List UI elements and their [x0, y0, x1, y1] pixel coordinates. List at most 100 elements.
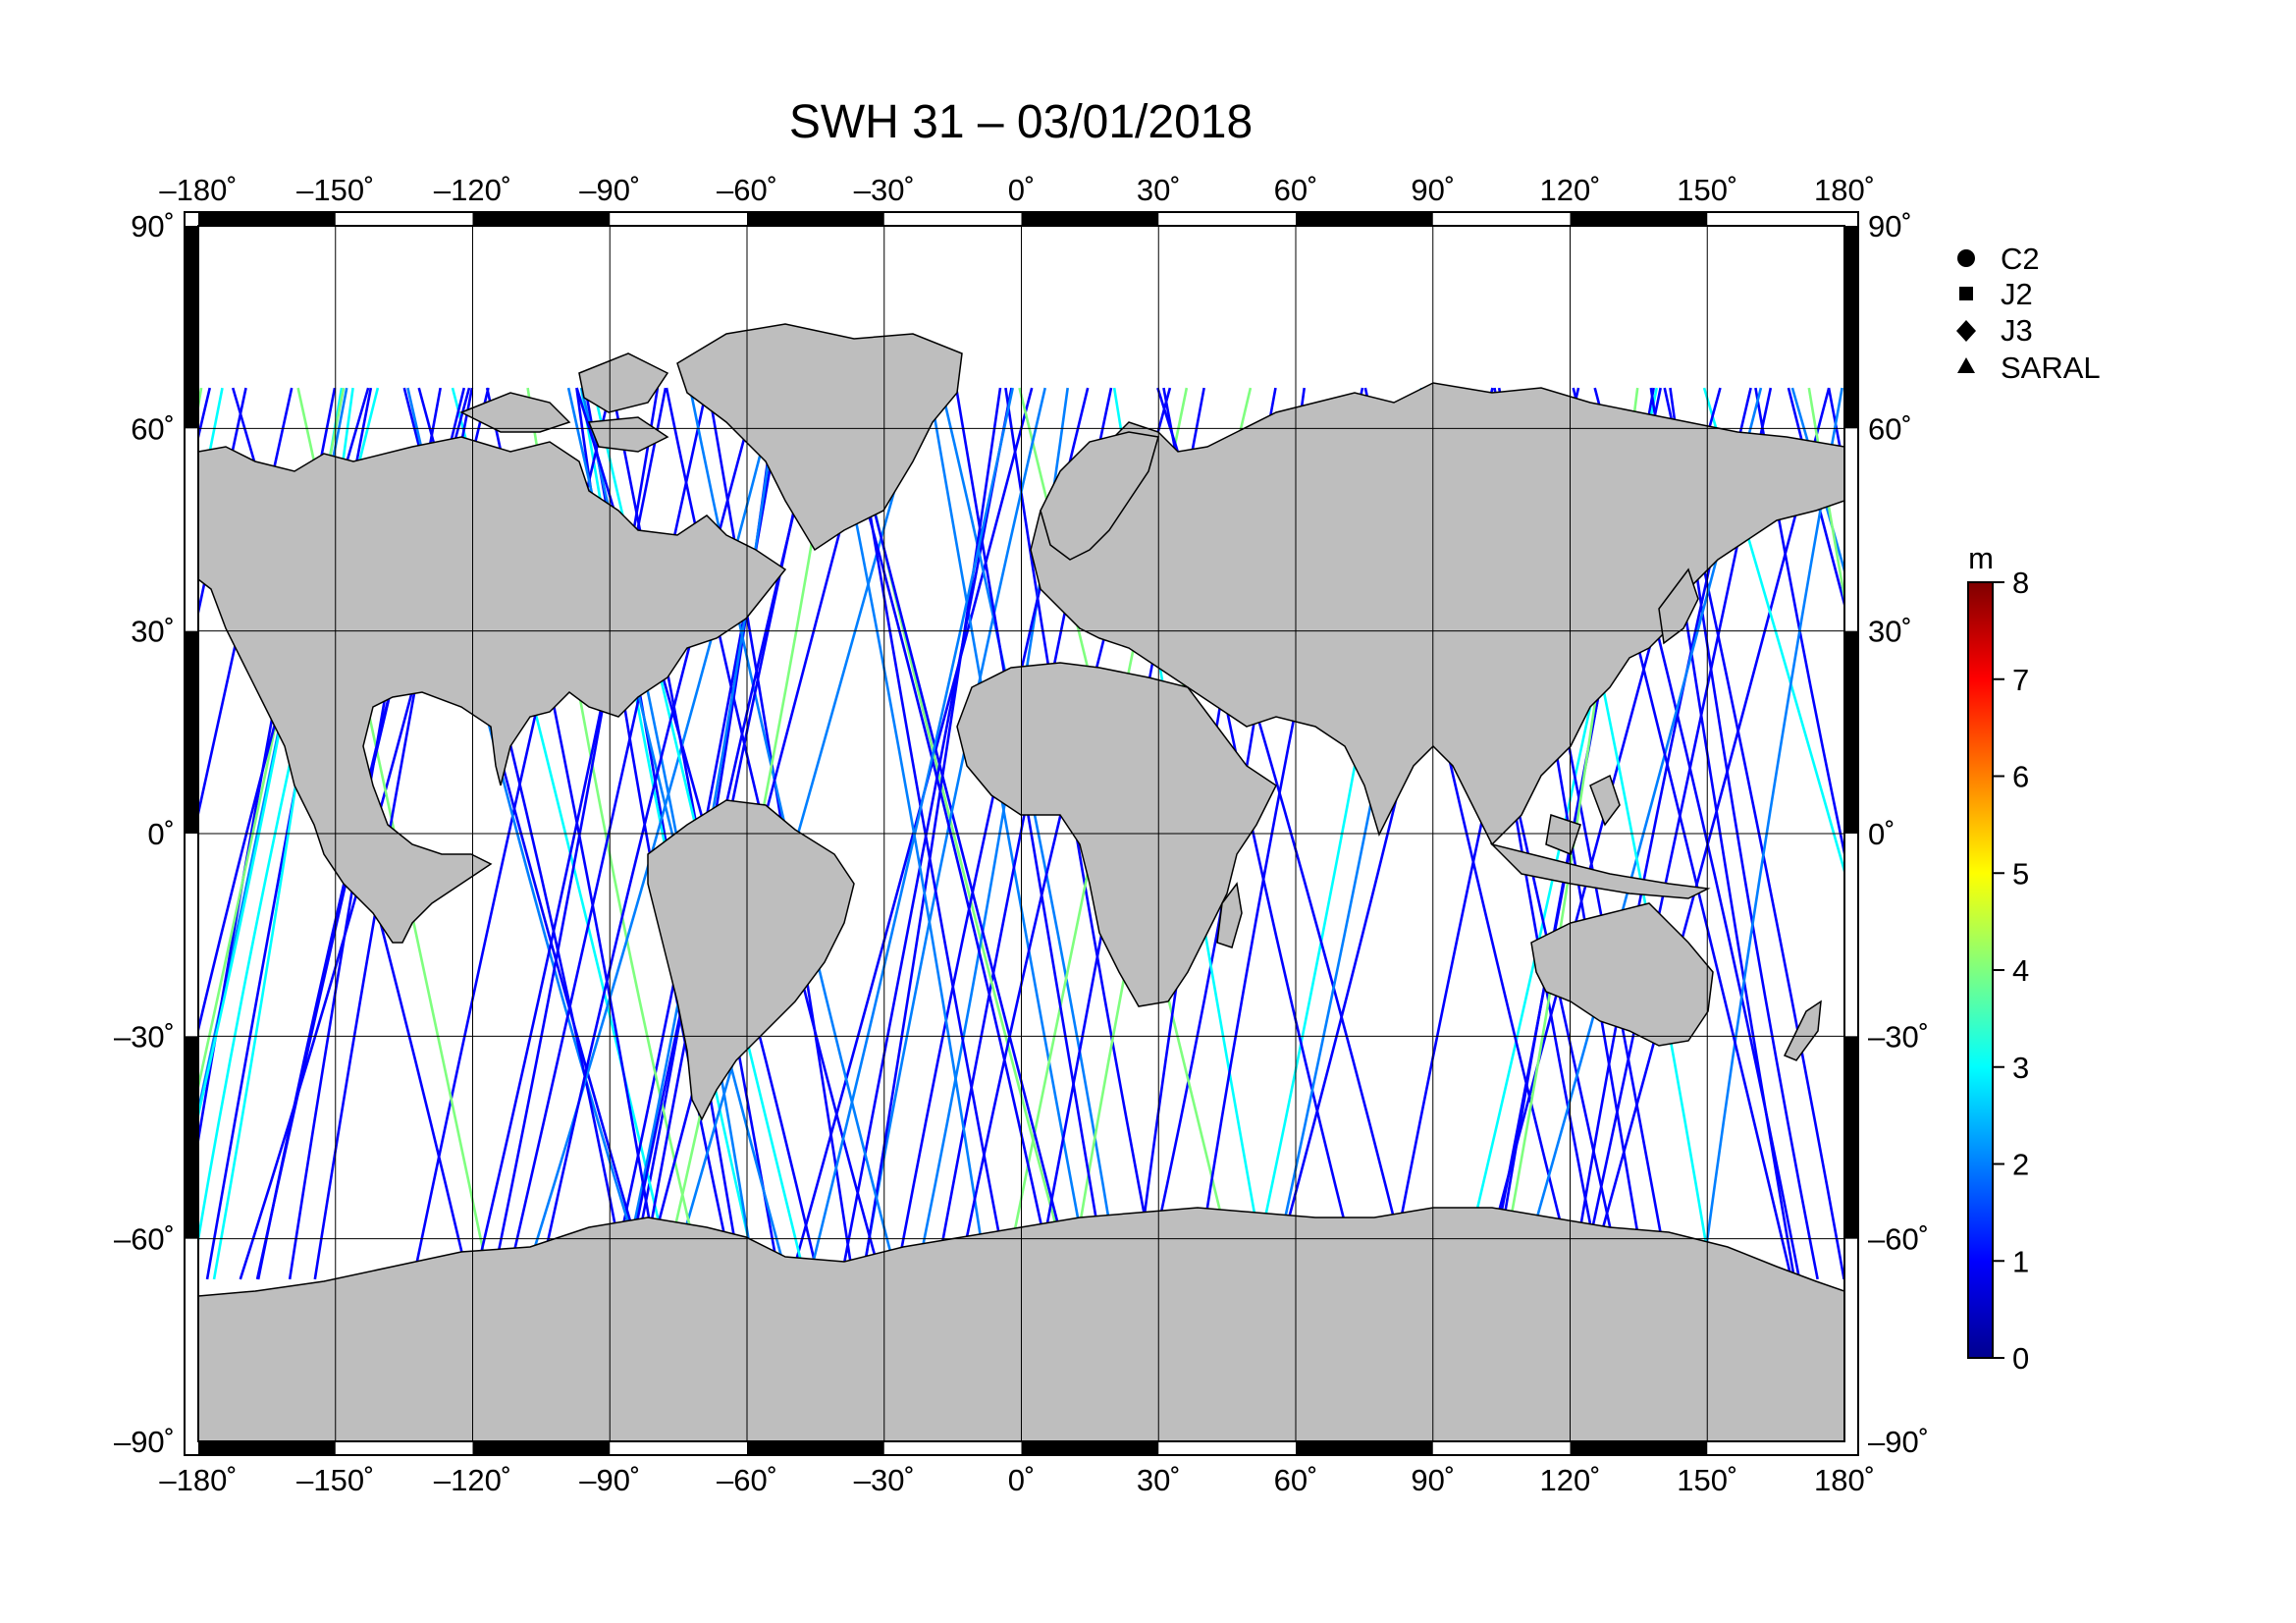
lon-tick-label: 30˚ [1137, 173, 1181, 207]
lat-tick-label: 30˚ [131, 615, 175, 649]
frame-segment [1570, 1441, 1708, 1455]
colorbar-tick-label: 8 [2012, 566, 2029, 600]
lat-tick-label: –30˚ [1868, 1019, 1929, 1054]
lon-tick-label: 120˚ [1539, 173, 1600, 207]
colorbar-tick-label: 7 [2012, 663, 2029, 697]
frame-segment [747, 1441, 884, 1455]
lon-tick-label: 90˚ [1411, 173, 1455, 207]
lat-tick-label: 0˚ [147, 817, 175, 851]
land-north-america [198, 436, 787, 944]
lat-tick-label: –90˚ [114, 1425, 175, 1459]
land-greenland [676, 323, 963, 552]
legend-diamond-icon [1956, 320, 1976, 342]
lon-tick-label: –60˚ [717, 173, 777, 207]
lon-tick-label: 180˚ [1814, 1463, 1875, 1497]
frame-segment [198, 1441, 336, 1455]
legend-label-j3: J3 [2001, 313, 2033, 348]
lat-tick-label: 60˚ [1868, 411, 1912, 446]
lon-tick-label: 120˚ [1539, 1463, 1600, 1497]
frame-segment [185, 226, 198, 429]
lat-tick-label: 90˚ [1868, 209, 1912, 243]
lat-tick-label: –90˚ [1868, 1425, 1929, 1459]
map-title: SWH 31 – 03/01/2018 [789, 96, 1253, 148]
colorbar-tick-label: 5 [2012, 856, 2029, 891]
frame-segment [1021, 1441, 1159, 1455]
lon-tick-label: 150˚ [1677, 173, 1737, 207]
lon-tick-label: 60˚ [1274, 1463, 1318, 1497]
colorbar-tick-label: 6 [2012, 760, 2029, 794]
lon-tick-label: –120˚ [434, 1463, 511, 1497]
colorbar-tick-label: 0 [2012, 1341, 2029, 1376]
lon-tick-label: 180˚ [1814, 173, 1875, 207]
legend-triangle-icon [1957, 357, 1975, 373]
satellite-legend: C2 J2 J3 SARAL [1956, 242, 2101, 385]
frame-segment [1296, 212, 1433, 226]
colorbar-gradient [1967, 581, 1994, 1359]
frame-segment [1570, 212, 1708, 226]
lon-tick-label: –180˚ [159, 173, 237, 207]
land-japan [1658, 568, 1699, 645]
track-line [198, 387, 203, 414]
legend-label-saral: SARAL [2001, 351, 2101, 385]
lon-tick-label: 60˚ [1274, 173, 1318, 207]
colorbar-ticks: 0 1 2 3 4 5 6 7 8 [1993, 566, 2029, 1376]
frame-segment [198, 212, 336, 226]
colorbar-tick-label: 2 [2012, 1148, 2029, 1182]
map-area [198, 226, 1844, 1441]
land-south-america [647, 799, 855, 1121]
land-scandinavia [1040, 431, 1159, 561]
frame-segment [1844, 1036, 1858, 1239]
lon-tick-label: –150˚ [296, 173, 374, 207]
colorbar-tick-label: 3 [2012, 1051, 2029, 1085]
frame-segment [1844, 630, 1858, 834]
colorbar-unit: m [1968, 541, 1994, 575]
colorbar: m 0 1 2 3 4 5 6 7 8 [1967, 541, 2029, 1376]
lon-tick-label: –150˚ [296, 1463, 374, 1497]
lon-tick-label: 0˚ [1008, 173, 1036, 207]
lon-labels-bottom: –180˚ –150˚ –120˚ –90˚ –60˚ –30˚ 0˚ 30˚ 60˚ 90˚ 12… [159, 1463, 1875, 1497]
lon-tick-label: 0˚ [1008, 1463, 1036, 1497]
lat-tick-label: –60˚ [1868, 1222, 1929, 1257]
lon-tick-label: –120˚ [434, 173, 511, 207]
lon-labels-top: –180˚ –150˚ –120˚ –90˚ –60˚ –30˚ 0˚ 30˚ 60˚ 90˚ 12… [159, 173, 1875, 207]
lat-tick-label: 60˚ [131, 411, 175, 446]
legend-circle-icon [1957, 249, 1975, 267]
land-madagascar [1216, 882, 1243, 948]
frame-segment [185, 630, 198, 834]
legend-label-j2: J2 [2001, 277, 2033, 311]
lat-tick-label: 30˚ [1868, 615, 1912, 649]
legend-square-icon [1959, 287, 1973, 300]
lon-tick-label: –30˚ [854, 173, 915, 207]
colorbar-tick-label: 1 [2012, 1244, 2029, 1278]
lat-labels-left: 90˚ 60˚ 30˚ 0˚ –30˚ –60˚ –90˚ [114, 209, 175, 1459]
lon-tick-label: –90˚ [579, 173, 640, 207]
lon-tick-label: –30˚ [854, 1463, 915, 1497]
lon-tick-label: 90˚ [1411, 1463, 1455, 1497]
legend-label-c2: C2 [2001, 242, 2040, 276]
frame-segment [1844, 226, 1858, 429]
frame-segment [1296, 1441, 1433, 1455]
map-frame [184, 211, 1859, 1456]
lat-labels-right: 90˚ 60˚ 30˚ 0˚ –30˚ –60˚ –90˚ [1868, 209, 1929, 1459]
lat-tick-label: –60˚ [114, 1222, 175, 1257]
land-australia [1530, 902, 1714, 1047]
lon-tick-label: 30˚ [1137, 1463, 1181, 1497]
land-arctic-islands [459, 352, 669, 453]
lon-tick-label: –180˚ [159, 1463, 237, 1497]
frame-segment [1021, 212, 1159, 226]
frame-segment [185, 1036, 198, 1239]
map-graticule [198, 226, 1844, 1441]
lon-tick-label: –60˚ [717, 1463, 777, 1497]
frame-segment [747, 212, 884, 226]
colorbar-tick-label: 4 [2012, 953, 2029, 988]
track-line [1787, 387, 1844, 610]
track-line [1807, 387, 1844, 605]
lon-tick-label: 150˚ [1677, 1463, 1737, 1497]
lon-tick-label: –90˚ [579, 1463, 640, 1497]
lat-tick-label: –30˚ [114, 1019, 175, 1054]
track-line [198, 387, 212, 443]
lat-tick-label: 0˚ [1868, 817, 1896, 851]
land-africa [956, 662, 1277, 1007]
lat-tick-label: 90˚ [131, 209, 175, 243]
